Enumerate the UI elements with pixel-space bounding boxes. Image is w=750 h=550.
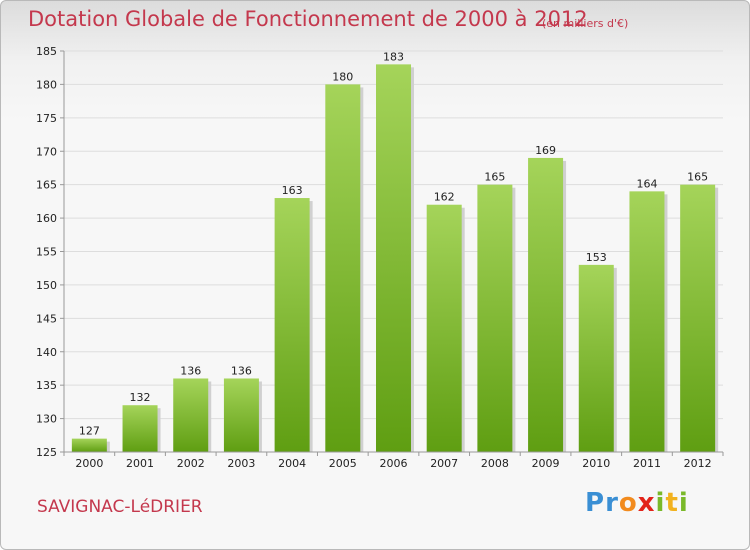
x-tick-label: 2007 <box>430 457 458 470</box>
y-tick-label: 170 <box>36 145 57 158</box>
commune-name: SAVIGNAC-LéDRIER <box>37 497 203 517</box>
data-label: 136 <box>231 364 252 377</box>
bar <box>528 157 564 452</box>
x-tick-label: 2004 <box>278 457 306 470</box>
x-tick-label: 2005 <box>329 457 357 470</box>
bar <box>426 204 462 452</box>
x-tick-label: 2001 <box>126 457 154 470</box>
bar <box>376 64 411 452</box>
bar <box>71 438 107 452</box>
logo-letter: t <box>665 488 679 518</box>
logo-letter: i <box>655 488 666 518</box>
y-tick-label: 145 <box>36 312 57 325</box>
y-tick-label: 185 <box>36 45 57 58</box>
y-tick-label: 175 <box>36 112 57 125</box>
chart-title: Dotation Globale de Fonctionnement de 20… <box>28 7 588 31</box>
data-label: 153 <box>586 251 607 264</box>
x-tick-label: 2010 <box>582 457 610 470</box>
logo-letter: i <box>678 488 689 518</box>
data-label: 163 <box>282 184 303 197</box>
bar <box>122 405 158 452</box>
logo-letter: r <box>605 488 619 518</box>
bar <box>223 378 259 452</box>
x-tick-label: 2012 <box>684 457 712 470</box>
bar <box>578 264 614 452</box>
x-tick-label: 2003 <box>227 457 255 470</box>
x-tick-label: 2008 <box>481 457 509 470</box>
data-label: 165 <box>687 171 708 184</box>
bars <box>71 64 719 453</box>
y-tick-label: 155 <box>36 246 57 259</box>
bar <box>629 191 665 452</box>
data-label: 162 <box>434 191 455 204</box>
data-label: 136 <box>180 364 201 377</box>
bar <box>680 184 716 452</box>
logo-letter: P <box>585 488 606 518</box>
x-tick-label: 2002 <box>177 457 205 470</box>
x-tick-label: 2011 <box>633 457 661 470</box>
bar <box>477 184 513 452</box>
axes <box>60 50 724 456</box>
y-tick-label: 150 <box>36 279 57 292</box>
logo-letter: o <box>618 488 638 518</box>
logo-letter: x <box>637 488 656 518</box>
bar <box>325 84 361 453</box>
data-label: 132 <box>130 391 151 404</box>
y-tick-label: 125 <box>36 446 57 459</box>
x-tick-label: 2006 <box>380 457 408 470</box>
y-tick-label: 135 <box>36 379 57 392</box>
y-tick-label: 140 <box>36 346 57 359</box>
y-tick-label: 180 <box>36 78 57 91</box>
data-label: 180 <box>332 70 353 83</box>
data-label: 127 <box>79 425 100 438</box>
chart-unit: (en milliers d'€) <box>542 17 629 30</box>
bar <box>274 198 310 452</box>
y-tick-label: 160 <box>36 212 57 225</box>
y-tick-label: 130 <box>36 413 57 426</box>
data-label: 164 <box>636 177 657 190</box>
x-tick-label: 2009 <box>532 457 560 470</box>
data-label: 169 <box>535 144 556 157</box>
labels: 125 130 135 140 145 150 155 160 165 170 175 180 185 1… <box>36 45 712 470</box>
data-label: 183 <box>383 50 404 63</box>
y-tick-label: 165 <box>36 179 57 192</box>
proxiti-logo[interactable]: Proxiti <box>585 488 689 518</box>
bar <box>173 378 209 452</box>
data-label: 165 <box>484 171 505 184</box>
x-tick-label: 2000 <box>75 457 103 470</box>
